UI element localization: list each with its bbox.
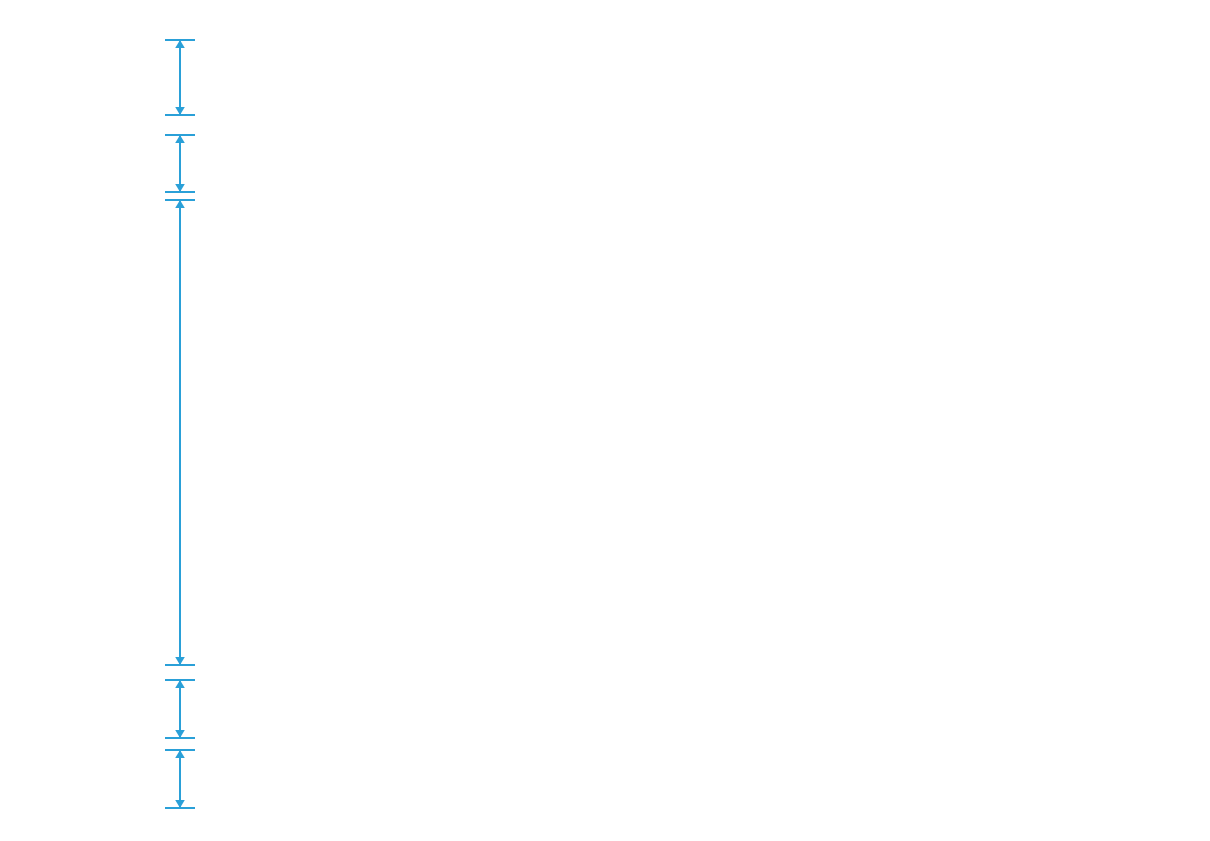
bracket-arrow-up bbox=[175, 680, 185, 688]
bracket-arrow-up bbox=[175, 40, 185, 48]
bracket-arrow-down bbox=[175, 657, 185, 665]
bracket-arrow-down bbox=[175, 107, 185, 115]
bracket-arrow-down bbox=[175, 800, 185, 808]
bracket-arrow-up bbox=[175, 200, 185, 208]
bracket-arrow-down bbox=[175, 730, 185, 738]
bracket-arrow-down bbox=[175, 184, 185, 192]
bracket-arrow-up bbox=[175, 135, 185, 143]
bracket-arrow-up bbox=[175, 750, 185, 758]
